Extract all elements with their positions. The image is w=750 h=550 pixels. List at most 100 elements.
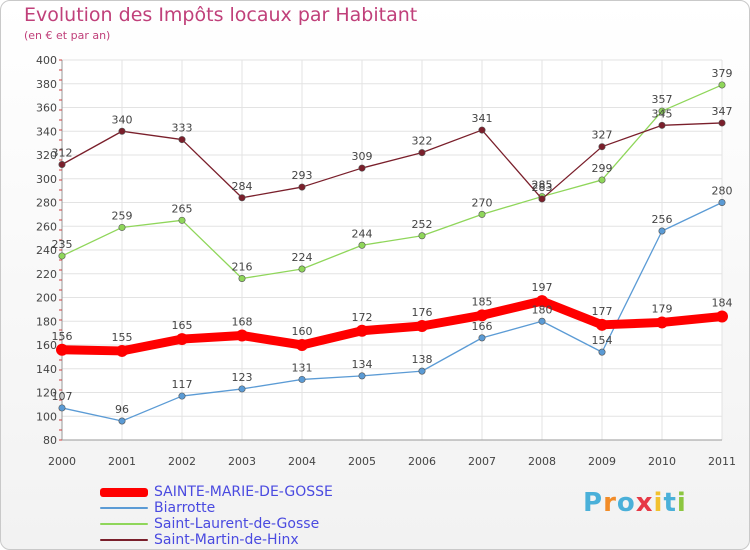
data-label: 357: [652, 93, 673, 106]
data-label: 270: [472, 196, 493, 209]
legend-label: Biarrotte: [154, 500, 216, 516]
data-point: [56, 343, 68, 356]
data-point: [298, 183, 306, 191]
data-label: 345: [652, 107, 673, 120]
y-tick-label: 180: [36, 315, 57, 328]
data-label: 244: [352, 227, 373, 240]
data-point: [538, 195, 546, 203]
data-point: [298, 375, 306, 383]
y-tick-label: 240: [36, 244, 57, 257]
logo-letter: t: [663, 488, 677, 518]
data-label: 340: [112, 113, 133, 126]
data-point: [358, 241, 366, 249]
data-label: 341: [472, 112, 493, 125]
legend-swatch: [100, 523, 148, 525]
x-tick-label: 2011: [708, 455, 736, 468]
data-label: 322: [412, 135, 433, 148]
data-point: [718, 199, 726, 207]
y-tick-label: 300: [36, 173, 57, 186]
y-tick-label: 280: [36, 197, 57, 210]
proxiti-logo: Proxiti: [583, 488, 687, 518]
data-label: 224: [292, 251, 313, 264]
data-point: [358, 164, 366, 172]
legend-label: Saint-Laurent-de-Gosse: [154, 516, 320, 532]
data-label: 312: [52, 147, 73, 160]
data-point: [238, 385, 246, 393]
y-tick-label: 80: [43, 434, 57, 447]
data-point: [536, 295, 548, 308]
data-point: [598, 176, 606, 184]
y-tick-label: 260: [36, 220, 57, 233]
legend-item: SAINTE-MARIE-DE-GOSSE: [100, 484, 333, 500]
y-tick-label: 160: [36, 339, 57, 352]
series-line-Saint-Laurent-de-Gosse: [61, 84, 723, 280]
chart-legend: SAINTE-MARIE-DE-GOSSE Biarrotte Saint-Laur…: [100, 484, 333, 548]
legend-swatch: [100, 539, 148, 541]
legend-swatch: [100, 487, 148, 497]
data-point: [418, 232, 426, 240]
data-point: [418, 367, 426, 375]
data-point: [118, 417, 126, 425]
data-point: [176, 333, 188, 346]
legend-label: SAINTE-MARIE-DE-GOSSE: [154, 484, 333, 500]
x-tick-label: 2003: [228, 455, 256, 468]
data-point: [238, 274, 246, 282]
data-point: [478, 334, 486, 342]
data-point: [116, 344, 128, 357]
x-tick-label: 2007: [468, 455, 496, 468]
data-label: 154: [592, 334, 613, 347]
data-label: 252: [412, 218, 433, 231]
data-label: 96: [115, 403, 129, 416]
data-point: [298, 265, 306, 273]
data-label: 165: [172, 319, 193, 332]
data-label: 284: [232, 180, 253, 193]
data-point: [118, 223, 126, 231]
data-label: 347: [712, 105, 733, 118]
data-point: [296, 339, 308, 351]
data-point: [718, 119, 726, 127]
data-point: [58, 161, 66, 169]
legend-item: Biarrotte: [100, 500, 333, 516]
data-label: 309: [352, 150, 373, 163]
data-label: 179: [652, 302, 673, 315]
data-label: 235: [52, 238, 73, 251]
data-point: [658, 227, 666, 235]
data-point: [356, 324, 368, 337]
x-tick-label: 2002: [168, 455, 196, 468]
legend-item: Saint-Laurent-de-Gosse: [100, 516, 333, 532]
data-label: 180: [532, 303, 553, 316]
data-point: [416, 320, 428, 332]
data-label: 216: [232, 261, 253, 274]
logo-letter: i: [653, 488, 664, 518]
data-label: 185: [472, 295, 493, 308]
x-tick-label: 2004: [288, 455, 316, 468]
data-point: [178, 136, 186, 144]
data-point: [598, 143, 606, 151]
data-point: [118, 127, 126, 135]
data-point: [656, 316, 668, 329]
x-tick-label: 2001: [108, 455, 136, 468]
x-tick-label: 2005: [348, 455, 376, 468]
series-line-SAINTE-MARIE-DE-GOSSE: [57, 296, 727, 356]
data-point: [596, 318, 608, 331]
logo-letter: o: [616, 488, 636, 518]
data-label: 283: [532, 181, 553, 194]
y-tick-label: 320: [36, 149, 57, 162]
data-label: 166: [472, 320, 493, 333]
data-label: 134: [352, 358, 373, 371]
x-tick-label: 2006: [408, 455, 436, 468]
data-point: [478, 210, 486, 218]
logo-letter: r: [603, 488, 617, 518]
y-tick-label: 360: [36, 102, 57, 115]
data-label: 256: [652, 213, 673, 226]
data-label: 293: [292, 169, 313, 182]
data-point: [418, 149, 426, 157]
data-label: 123: [232, 371, 253, 384]
data-label: 107: [52, 390, 73, 403]
data-point: [538, 317, 546, 325]
data-label: 299: [592, 162, 613, 175]
data-label: 280: [712, 185, 733, 198]
legend-swatch: [100, 507, 148, 509]
data-point: [476, 309, 488, 322]
